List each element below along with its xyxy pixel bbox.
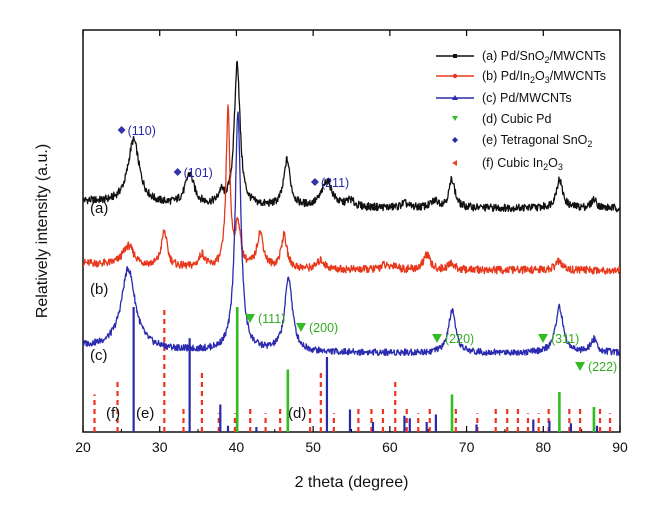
pd-triangle-marker xyxy=(538,334,548,343)
xrd-curve-b xyxy=(83,104,620,275)
legend-subscript: 2 xyxy=(530,75,535,85)
curve-label-f: (f) xyxy=(106,405,120,422)
sno2-hkl-label: (101) xyxy=(184,166,213,180)
legend-label-d: (d) Cubic Pd xyxy=(482,112,552,126)
x-tick-label: 20 xyxy=(75,439,91,455)
legend-item-b: (b) Pd/In2O3/MWCNTs xyxy=(436,69,606,85)
legend-left-triangle-marker xyxy=(452,160,457,166)
x-tick-label: 70 xyxy=(459,439,475,455)
legend-label-b: (b) Pd/In2O3/MWCNTs xyxy=(482,69,606,85)
x-axis-label: 2 theta (degree) xyxy=(295,474,409,491)
legend-triangle-marker xyxy=(452,95,458,100)
legend-label-f: (f) Cubic In2O3 xyxy=(482,156,563,172)
curve-label-a: (a) xyxy=(90,200,108,217)
pd-triangle-marker xyxy=(245,314,255,323)
legend-text-part: /MWCNTs xyxy=(550,49,606,63)
xrd-curve-a xyxy=(83,60,620,213)
legend-text-part: (a) Pd/SnO xyxy=(482,49,545,63)
legend-subscript: 2 xyxy=(587,139,592,149)
legend-label-e: (e) Tetragonal SnO2 xyxy=(482,133,592,149)
y-axis-label: Relatively intensity (a.u.) xyxy=(34,144,51,318)
pd-hkl-label: (222) xyxy=(588,360,617,374)
pd-hkl-label: (311) xyxy=(551,332,579,346)
curve-label-d: (d) xyxy=(288,405,306,422)
legend-down-triangle-marker xyxy=(452,116,458,121)
legend-subscript: 2 xyxy=(545,55,550,65)
x-tick-label: 90 xyxy=(612,439,628,455)
legend-text-part: (c) Pd/MWCNTs xyxy=(482,91,572,105)
x-tick-label: 50 xyxy=(305,439,321,455)
legend-item-d: (d) Cubic Pd xyxy=(452,112,552,126)
curve-label-c: (c) xyxy=(90,347,108,364)
x-tick-label: 80 xyxy=(535,439,551,455)
xrd-curve-c xyxy=(83,111,620,357)
legend-subscript: 3 xyxy=(558,162,563,172)
legend-circle-marker xyxy=(452,73,458,79)
legend-square-marker xyxy=(453,54,457,58)
legend-label-a: (a) Pd/SnO2/MWCNTs xyxy=(482,49,606,65)
reference-patterns xyxy=(93,307,612,432)
sno2-diamond-marker xyxy=(173,168,182,176)
pd-hkl-label: (200) xyxy=(309,321,338,335)
pd-hkl-label: (111) xyxy=(258,312,285,326)
sno2-diamond-marker xyxy=(117,126,126,134)
curve-label-b: (b) xyxy=(90,281,108,298)
sno2-hkl-label: (211) xyxy=(321,176,349,190)
x-tick-label: 40 xyxy=(229,439,245,455)
legend-text-part: O xyxy=(535,69,545,83)
x-tick-label: 60 xyxy=(382,439,398,455)
sno2-hkl-label: (110) xyxy=(128,124,156,138)
curve-label-e: (e) xyxy=(136,405,154,422)
legend-item-a: (a) Pd/SnO2/MWCNTs xyxy=(436,49,606,65)
legend-text-part: (d) Cubic Pd xyxy=(482,112,552,126)
pd-hkl-label: (220) xyxy=(445,332,474,346)
pd-triangle-marker xyxy=(575,362,585,371)
legend-text-part: (e) Tetragonal SnO xyxy=(482,133,588,147)
sno2-diamond-marker xyxy=(310,178,319,186)
legend-text-part: (b) Pd/In xyxy=(482,69,530,83)
legend-item-f: (f) Cubic In2O3 xyxy=(452,156,563,172)
legend-item-e: (e) Tetragonal SnO2 xyxy=(452,133,592,149)
x-tick-label: 30 xyxy=(152,439,168,455)
legend-text-part: O xyxy=(548,156,558,170)
legend-text-part: /MWCNTs xyxy=(550,69,606,83)
legend-diamond-marker xyxy=(452,137,458,143)
legend-label-c: (c) Pd/MWCNTs xyxy=(482,91,572,105)
pd-triangle-marker xyxy=(432,334,442,343)
legend-subscript: 2 xyxy=(543,162,548,172)
legend-subscript: 3 xyxy=(545,75,550,85)
xrd-curves xyxy=(83,60,620,357)
pd-triangle-marker xyxy=(296,323,306,332)
legend-item-c: (c) Pd/MWCNTs xyxy=(436,91,572,105)
legend-text-part: (f) Cubic In xyxy=(482,156,543,170)
